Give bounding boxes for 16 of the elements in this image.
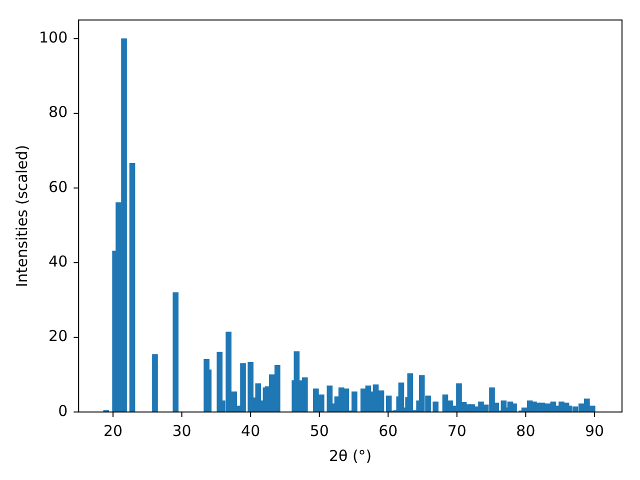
x-tick-label: 60	[378, 422, 398, 440]
y-tick-label: 80	[48, 103, 68, 122]
x-axis-title: 2θ (°)	[328, 446, 372, 465]
x-tick-label: 70	[447, 422, 466, 440]
x-tick-label: 80	[516, 422, 536, 440]
y-axis-title: Intensities (scaled)	[12, 144, 31, 288]
x-tick-label: 90	[584, 422, 604, 440]
y-tick-label: 40	[48, 252, 68, 271]
x-tick-label: 20	[103, 422, 123, 440]
x-tick-label: 30	[172, 422, 192, 440]
x-tick-label: 40	[241, 422, 260, 440]
y-tick-label: 0	[58, 402, 68, 420]
y-tick-label: 60	[48, 178, 68, 196]
x-tick-label: 50	[310, 422, 329, 440]
y-tick-label: 20	[48, 327, 68, 346]
y-tick-label: 100	[38, 28, 68, 47]
